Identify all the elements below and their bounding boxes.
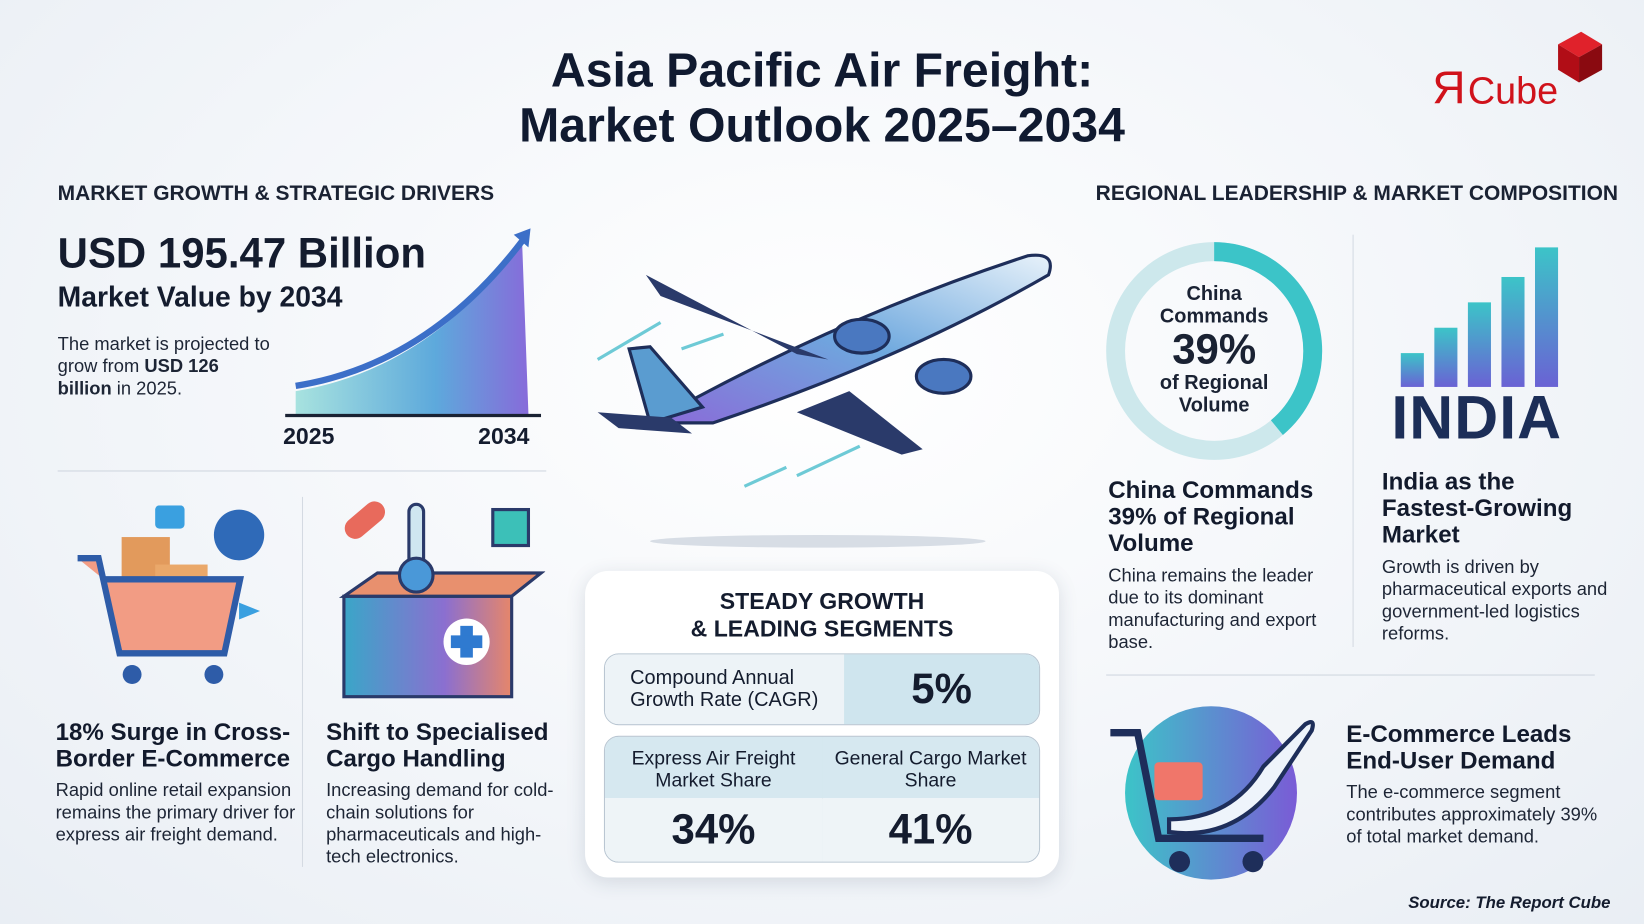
cagr-value: 5% xyxy=(844,654,1040,725)
donut-share-arc xyxy=(1106,242,1323,460)
cagr-label: Compound Annual Growth Rate (CAGR) xyxy=(604,654,845,725)
title-line-2: Market Outlook 2025–2034 xyxy=(519,97,1125,153)
desc-text: The market is projected to grow from xyxy=(57,333,270,377)
divider xyxy=(57,470,547,472)
desc-bold: USD 126 billion xyxy=(57,355,219,399)
market-desc: The market is projected to grow from USD… xyxy=(58,333,278,400)
segment-value: 34% xyxy=(604,798,823,862)
chart-end-year: 2034 xyxy=(478,422,530,450)
desc-text-end: in 2025. xyxy=(111,377,183,399)
shopping-cart-icon xyxy=(77,505,265,685)
segment-general-cargo: General Cargo Market Share 41% xyxy=(822,736,1040,862)
cargo-container-icon xyxy=(338,501,546,699)
ecommerce-text: The e-commerce segment contributes appro… xyxy=(1346,781,1598,847)
card-title-ecommerce-surge: 18% Surge in Cross-Border E-Commerce xyxy=(55,717,291,772)
donut-label: China Commands 39% of Regional Volume xyxy=(1103,283,1325,416)
card-title-line-2: & LEADING SEGMENTS xyxy=(690,615,954,642)
cagr-row: Compound Annual Growth Rate (CAGR) 5% xyxy=(603,653,1041,726)
segment-label: General Cargo Market Share xyxy=(822,736,1040,799)
market-value-subheadline: Market Value by 2034 xyxy=(57,281,343,313)
donut-line: Commands xyxy=(1159,305,1269,328)
india-title: India as the Fastest-Growing Market xyxy=(1381,467,1573,548)
source-note: Source: The Report Cube xyxy=(1408,894,1611,913)
india-word: INDIA xyxy=(1391,383,1563,453)
segments-card: STEADY GROWTH & LEADING SEGMENTS Compoun… xyxy=(585,570,1059,878)
divider xyxy=(1352,234,1354,648)
market-value-headline: USD 195.47 Billion xyxy=(57,230,426,277)
airplane-icon xyxy=(596,253,1052,548)
cube-icon: Я Cube xyxy=(1432,31,1603,114)
section-title-left: MARKET GROWTH & STRATEGIC DRIVERS xyxy=(57,181,495,206)
segment-value: 41% xyxy=(822,798,1040,862)
india-text: Growth is driven by pharmaceutical expor… xyxy=(1381,556,1608,644)
segment-shares: Express Air Freight Market Share 34% Gen… xyxy=(603,735,1041,863)
bar-growth-icon xyxy=(1400,247,1559,387)
donut-line: of Regional xyxy=(1159,372,1269,395)
china-title: China Commands 39% of Regional Volume xyxy=(1108,475,1314,557)
divider xyxy=(301,496,304,867)
page-title: Asia Pacific Air Freight: Market Outlook… xyxy=(0,42,1644,152)
divider xyxy=(1106,674,1595,676)
logo: Я Cube xyxy=(1432,30,1610,115)
section-title-right: REGIONAL LEADERSHIP & MARKET COMPOSITION xyxy=(1095,181,1619,206)
title-line-1: Asia Pacific Air Freight: xyxy=(550,42,1094,98)
china-share-donut xyxy=(1106,242,1323,460)
card-text-ecommerce-surge: Rapid online retail expansion remains th… xyxy=(55,779,296,845)
growth-curve-chart xyxy=(285,228,542,418)
donut-line: China xyxy=(1186,283,1242,306)
donut-line: Volume xyxy=(1178,394,1250,417)
svg-text:Cube: Cube xyxy=(1468,70,1558,112)
china-text: China remains the leader due to its domi… xyxy=(1108,564,1317,653)
donut-value: 39% xyxy=(1172,326,1257,374)
segment-express: Express Air Freight Market Share 34% xyxy=(604,736,824,862)
ecommerce-title: E-Commerce Leads End-User Demand xyxy=(1346,719,1572,774)
card-text-specialised-cargo: Increasing demand for cold-chain solutio… xyxy=(326,779,554,867)
chart-start-year: 2025 xyxy=(283,422,335,450)
ecommerce-cart-plane-icon xyxy=(1110,706,1315,880)
card-title-line-1: STEADY GROWTH xyxy=(719,587,925,615)
svg-text:Я: Я xyxy=(1432,61,1465,113)
segments-card-title: STEADY GROWTH & LEADING SEGMENTS xyxy=(585,588,1059,643)
card-title-specialised-cargo: Shift to Specialised Cargo Handling xyxy=(326,717,549,772)
segment-label: Express Air Freight Market Share xyxy=(604,736,823,799)
